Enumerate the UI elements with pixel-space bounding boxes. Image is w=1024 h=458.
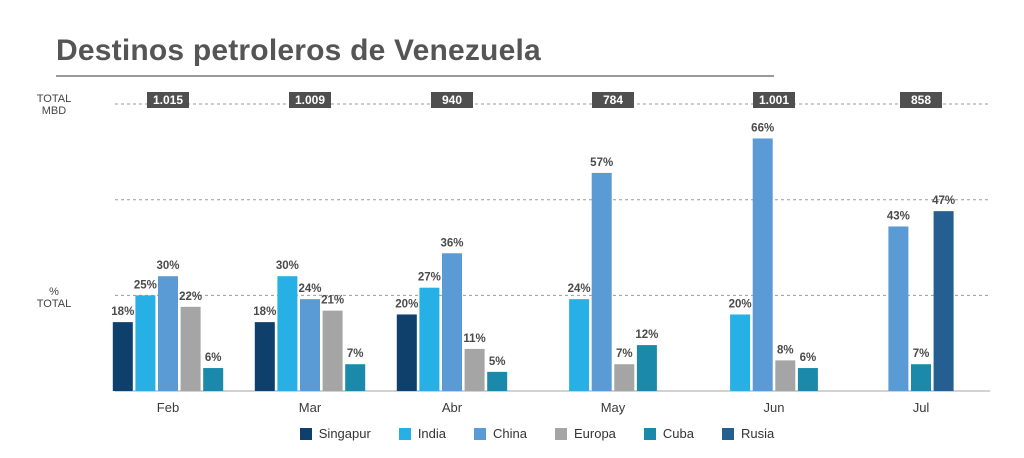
data-label-mar-india: 30% [276,260,299,272]
legend-item-rusia: Rusia [721,426,775,441]
data-label-jun-europa: 8% [777,344,794,356]
bar-feb-china [158,276,178,391]
total-label-line2: MBD [41,105,67,117]
data-label-jun-china: 66% [751,122,774,134]
data-label-may-india: 24% [568,283,591,295]
legend-label-cuba: Cuba [662,426,694,441]
data-label-feb-cuba: 6% [205,352,222,364]
bar-jun-europa [775,360,796,391]
pct-label-line2: TOTAL [36,298,72,310]
legend-label-singapur: Singapur [318,426,371,441]
data-label-feb-china: 30% [156,260,179,272]
total-box-mar [289,92,331,108]
total-value-jun: 1.001 [759,93,789,107]
total-mbd-label: TOTAL MBD [34,93,74,117]
data-label-mar-china: 24% [298,283,321,295]
x-tick-mar: Mar [299,400,322,415]
bar-jun-india [730,314,751,391]
bar-may-china [591,172,612,391]
bar-jul-rusia [933,211,954,391]
data-label-feb-europa: 22% [179,291,202,303]
total-box-abr [431,92,473,108]
legend-label-china: China [493,426,527,441]
bar-feb-europa [180,306,201,391]
bar-jul-cuba [911,364,931,391]
chart-title: Destinos petroleros de Venezuela [56,34,541,67]
total-box-feb [147,92,189,108]
data-label-may-china: 57% [590,157,613,169]
bar-may-cuba [636,345,657,391]
total-value-feb: 1.015 [153,93,183,107]
data-label-jul-rusia: 47% [932,195,955,207]
bar-mar-india [277,276,298,391]
x-tick-may: May [601,400,626,415]
legend-item-cuba: Cuba [643,426,694,441]
bar-abr-europa [464,348,485,391]
data-label-abr-europa: 11% [463,333,485,345]
data-label-abr-cuba: 5% [489,356,506,368]
bar-mar-china [300,299,320,391]
total-box-jul [900,92,942,108]
bar-abr-india [419,287,440,391]
legend-swatch-singapur [299,427,312,440]
data-label-abr-india: 27% [418,272,441,284]
legend-item-india: India [398,426,447,441]
data-label-jul-china: 43% [887,210,910,222]
data-label-mar-cuba: 7% [347,348,364,360]
bar-may-india [569,299,590,391]
x-tick-jun: Jun [764,400,785,415]
bar-abr-cuba [487,371,508,391]
legend-swatch-rusia [721,427,734,440]
x-tick-abr: Abr [442,400,463,415]
data-label-jul-cuba: 7% [913,348,930,360]
total-box-may [592,92,634,108]
x-tick-feb: Feb [157,400,179,415]
legend-label-rusia: Rusia [740,426,775,441]
bar-jun-china [752,138,773,391]
total-label-line1: TOTAL [36,93,72,105]
total-value-may: 784 [603,93,623,107]
data-label-feb-india: 25% [134,279,157,291]
pct-label-line1: % [49,286,59,298]
bar-jun-cuba [797,368,818,391]
x-tick-jul: Jul [913,400,930,415]
bar-feb-singapur [112,322,133,391]
data-label-mar-singapur: 18% [253,306,276,318]
data-label-abr-singapur: 20% [395,298,418,310]
total-value-jul: 858 [911,93,931,107]
data-label-jun-cuba: 6% [800,352,817,364]
bar-abr-china [442,253,462,391]
legend-swatch-india [398,427,411,440]
bar-mar-europa [322,310,343,391]
bar-may-europa [614,364,635,391]
legend-label-india: India [417,426,447,441]
total-box-jun [753,92,795,108]
total-value-abr: 940 [442,93,462,107]
pct-total-label: % TOTAL [34,286,74,310]
bar-feb-cuba [203,368,224,391]
legend-swatch-china [474,427,487,440]
title-underline [56,75,774,77]
legend-swatch-cuba [643,427,656,440]
legend-item-europa: Europa [554,426,616,441]
bar-abr-singapur [396,314,417,391]
data-label-may-europa: 7% [616,348,633,360]
bar-mar-singapur [254,322,275,391]
data-label-mar-europa: 21% [321,295,344,307]
legend-item-china: China [474,426,527,441]
data-label-jun-india: 20% [729,298,752,310]
total-value-mar: 1.009 [295,93,325,107]
legend-label-europa: Europa [573,426,616,441]
bar-feb-india [135,295,156,391]
data-label-feb-singapur: 18% [111,306,134,318]
bar-mar-cuba [345,364,366,391]
bar-jul-china [888,226,909,391]
data-label-may-cuba: 12% [635,329,658,341]
data-label-abr-china: 36% [440,237,463,249]
chart-legend: Singapur India China Europa Cuba Rusia [0,426,1024,441]
legend-item-singapur: Singapur [299,426,371,441]
legend-swatch-europa [554,427,567,440]
